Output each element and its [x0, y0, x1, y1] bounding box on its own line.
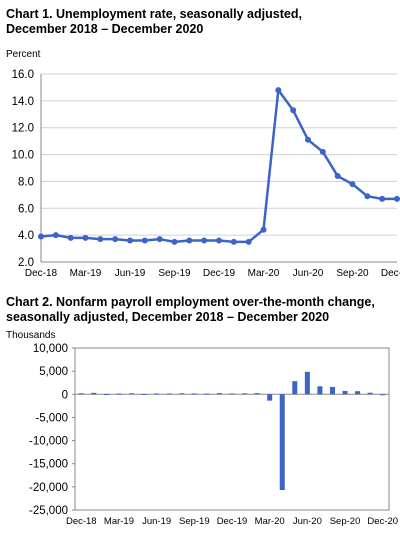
- chart1-data-point: [349, 181, 356, 188]
- chart2-bar: [191, 393, 197, 395]
- chart2-ytick-label: 0: [62, 389, 68, 401]
- chart2-xtick-label: Sep-19: [179, 516, 210, 527]
- chart1-title-line2: December 2018 – December 2020: [6, 22, 204, 36]
- chart2-ytick-label: -10,000: [29, 436, 68, 448]
- chart2-bar: [292, 381, 298, 395]
- chart2-bar: [254, 393, 260, 395]
- chart1-data-point: [216, 237, 222, 244]
- chart1-ytick-label: 16.0: [12, 69, 34, 81]
- chart2-bar: [317, 386, 323, 395]
- chart2-ytick-label: -15,000: [29, 459, 68, 471]
- chart2-bar: [78, 393, 84, 395]
- chart2-xtick-label: Sep-20: [330, 516, 361, 527]
- chart1-xtick-label: Mar-20: [248, 268, 280, 279]
- chart1-ytick-label: 6.0: [18, 203, 34, 215]
- chart2-bar: [279, 394, 285, 490]
- chart1-data-point: [97, 236, 104, 243]
- chart1-data-point: [379, 195, 386, 202]
- chart1-ytick-label: 12.0: [12, 123, 34, 135]
- chart2-bar: [355, 391, 361, 395]
- chart2-bar: [304, 371, 310, 395]
- chart1-data-point: [334, 173, 341, 180]
- chart1-ytick-label: 2.0: [18, 257, 34, 269]
- chart1-data-point: [364, 193, 371, 200]
- chart2-bar: [179, 393, 185, 395]
- chart1-xtick-label: Mar-19: [70, 268, 102, 279]
- chart1-data-point: [260, 226, 267, 233]
- chart2-ylabel: Thousands: [6, 330, 55, 341]
- chart1-xtick-label: Jun-19: [115, 268, 146, 279]
- chart2-title-line2: seasonally adjusted, December 2018 – Dec…: [6, 310, 330, 324]
- chart2-xtick-label: Dec-20: [367, 516, 398, 527]
- chart2-xtick-label: Dec-18: [66, 516, 97, 527]
- chart2-bar: [204, 393, 210, 395]
- chart2-bar: [267, 394, 273, 401]
- chart1-ytick-label: 4.0: [18, 230, 34, 242]
- chart1-data-point: [141, 237, 148, 244]
- chart1-data-point: [275, 87, 282, 94]
- chart2-bar: [141, 393, 147, 395]
- chart1-data-point: [127, 237, 133, 244]
- chart2-bar: [242, 393, 248, 395]
- chart1-xtick-label: Sep-19: [158, 268, 191, 279]
- chart1-data-point: [201, 237, 208, 244]
- chart1-data-point: [67, 234, 74, 241]
- chart2-ytick-label: 5,000: [39, 366, 68, 378]
- chart2-bar: [380, 394, 386, 396]
- chart1-data-point: [230, 238, 237, 245]
- chart1-data-point: [82, 234, 89, 241]
- chart2-xtick-label: Dec-19: [217, 516, 248, 527]
- chart1-data-point: [394, 195, 400, 202]
- chart2-bar: [103, 394, 109, 396]
- chart2-ytick-label: 10,000: [33, 343, 68, 355]
- chart2-bar: [216, 393, 222, 395]
- chart2-bar: [91, 392, 97, 395]
- unemployment-line-chart: Percent 2.0 4.0 6.0 8.0 10.0 12.0 14.0 16.0 Dec-…: [6, 49, 400, 279]
- chart1-ylabel: Percent: [6, 49, 41, 60]
- chart1-title-line1: Chart 1. Unemployment rate, seasonally a…: [6, 7, 302, 21]
- chart1-data-point: [171, 238, 178, 245]
- chart1-xtick-label: Jun-20: [293, 268, 324, 279]
- chart2-bar: [342, 390, 348, 395]
- chart2-bar: [166, 393, 172, 395]
- chart2-ytick-label: -25,000: [29, 505, 68, 517]
- chart2-ytick-label: -20,000: [29, 482, 68, 494]
- chart2-bar: [129, 393, 135, 395]
- chart1-data-point: [52, 232, 59, 239]
- chart1-xtick-label: Dec-20: [381, 268, 400, 279]
- chart1-xtick-label: Dec-19: [203, 268, 236, 279]
- chart1-data-point: [245, 238, 252, 245]
- chart1-data-point: [290, 107, 297, 114]
- chart1-data-point: [38, 233, 44, 240]
- chart1-data-point: [186, 237, 193, 244]
- chart1-data-point: [319, 148, 326, 155]
- chart1-data-point: [305, 136, 311, 143]
- chart2-xtick-label: Mar-19: [104, 516, 134, 527]
- chart2-bar: [367, 392, 373, 395]
- chart1-xtick-label: Dec-18: [25, 268, 58, 279]
- chart2-bar: [329, 386, 335, 395]
- chart2-plot-frame: [74, 347, 390, 511]
- chart2-xtick-label: Mar-20: [255, 516, 285, 527]
- chart1-xtick-label: Sep-20: [336, 268, 369, 279]
- chart2-xtick-label: Jun-19: [142, 516, 171, 527]
- chart1-data-point: [112, 236, 119, 243]
- chart1-ytick-label: 14.0: [12, 96, 34, 108]
- chart1-ytick-label: 8.0: [18, 176, 34, 188]
- chart1-data-point: [156, 236, 163, 243]
- chart2-bar: [154, 393, 160, 395]
- chart2-title-line1: Chart 2. Nonfarm payroll employment over…: [6, 295, 375, 309]
- chart2-xtick-label: Jun-20: [293, 516, 322, 527]
- chart2-ytick-label: -5,000: [35, 412, 68, 424]
- chart2-bar: [116, 393, 122, 395]
- chart2-bar: [229, 393, 235, 395]
- chart1-ytick-label: 10.0: [12, 150, 34, 162]
